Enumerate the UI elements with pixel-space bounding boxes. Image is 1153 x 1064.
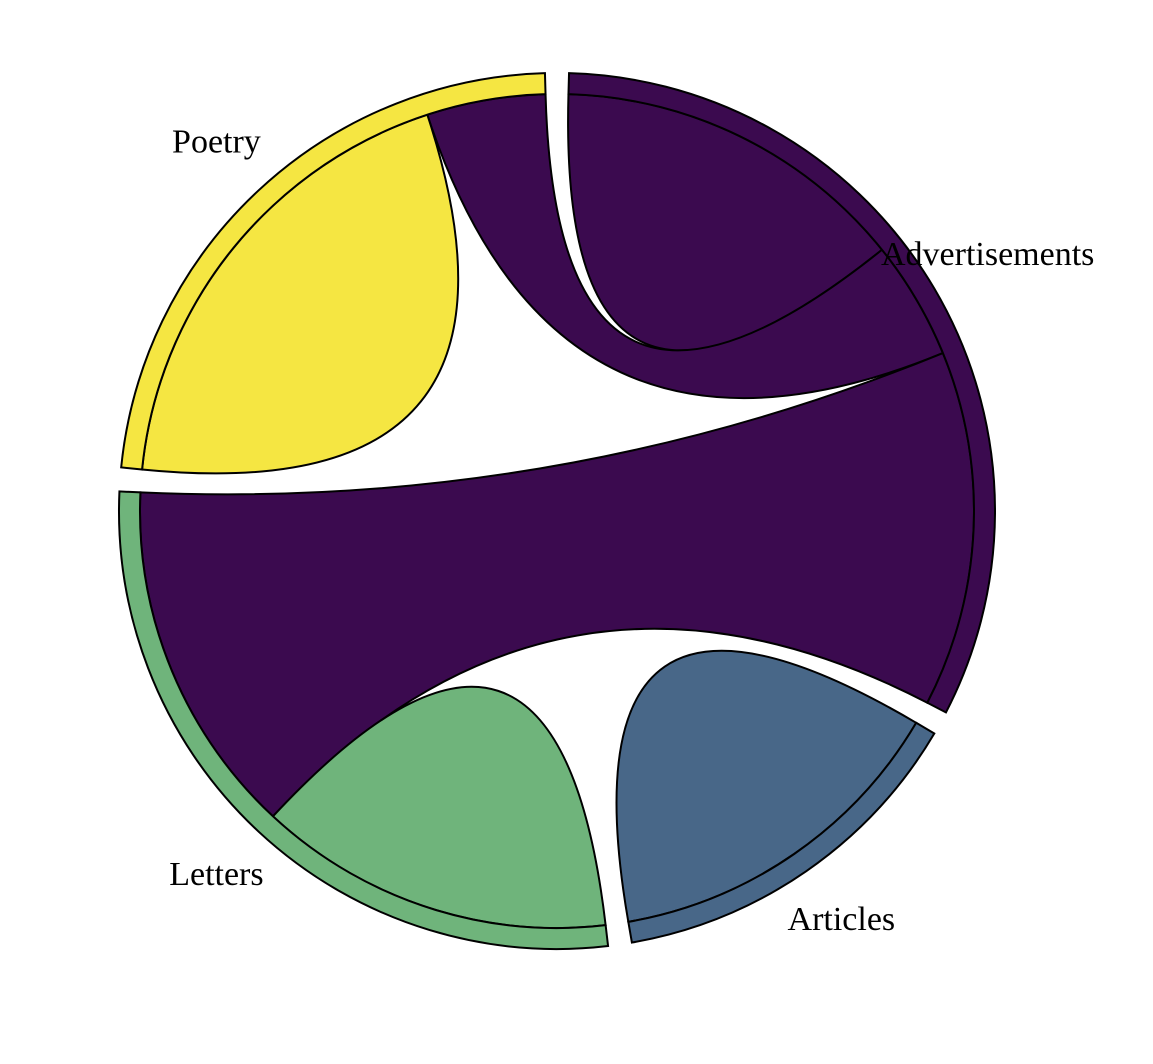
ribbons xyxy=(139,93,975,929)
label-advertisements: Advertisements xyxy=(881,236,1094,273)
group-labels: Advertisements Articles Letters Poetry xyxy=(169,124,1094,938)
group-arcs xyxy=(118,72,996,950)
arc-letters xyxy=(118,490,610,950)
arc-advertisements xyxy=(567,72,996,714)
label-articles: Articles xyxy=(788,901,896,938)
label-poetry: Poetry xyxy=(172,124,261,161)
arc-poetry xyxy=(120,72,547,471)
arc-articles xyxy=(627,721,936,944)
label-letters: Letters xyxy=(169,856,263,893)
